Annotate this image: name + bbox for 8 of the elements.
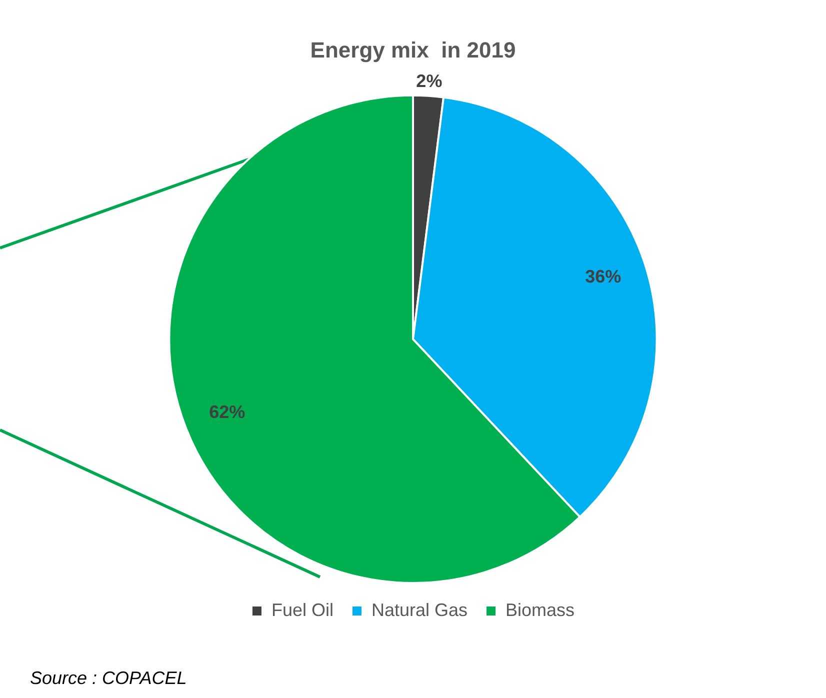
legend-label: Natural Gas — [371, 600, 468, 620]
data-label: 36% — [585, 266, 622, 286]
legend-label: Fuel Oil — [271, 600, 334, 620]
chart-title: Energy mix in 2019 — [310, 37, 516, 62]
source-note: Source : COPACEL — [30, 668, 187, 689]
legend-label: Biomass — [506, 600, 575, 620]
data-label: 62% — [209, 402, 246, 422]
data-label: 2% — [416, 70, 442, 91]
